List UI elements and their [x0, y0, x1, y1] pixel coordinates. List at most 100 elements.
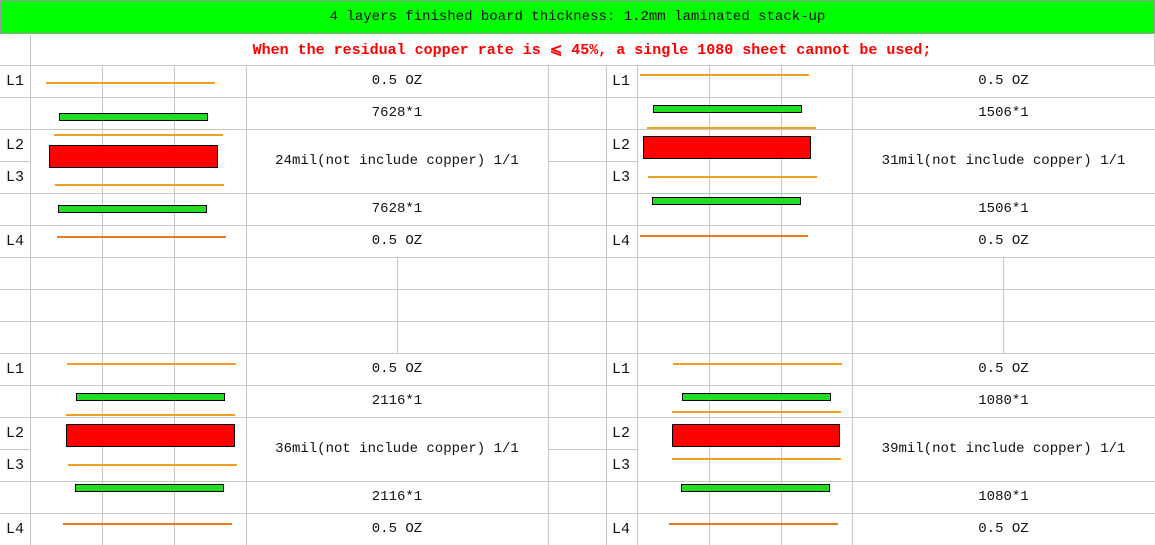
- empty-cell: [637, 321, 710, 354]
- drawing-cell: [174, 417, 247, 482]
- prepreg-bar: [652, 197, 801, 205]
- empty-cell: [548, 513, 607, 545]
- layer-label: L1: [606, 65, 638, 98]
- copper-layer-line: [640, 235, 808, 237]
- empty-cell: [102, 257, 175, 290]
- drawing-cell: [637, 481, 710, 514]
- warning-note: When the residual copper rate is ⩽ 45%, …: [30, 33, 1155, 66]
- empty-cell: [0, 321, 31, 354]
- drawing-cell: [30, 417, 103, 482]
- empty-cell: [548, 161, 607, 194]
- layer-label: L2: [606, 129, 638, 162]
- drawing-cell: [174, 65, 247, 98]
- empty-cell: [606, 257, 638, 290]
- empty-cell: [606, 481, 638, 514]
- drawing-cell: [174, 481, 247, 514]
- drawing-cell: [637, 97, 710, 130]
- copper-layer-line: [55, 184, 224, 186]
- drawing-cell: [174, 353, 247, 386]
- prepreg-bar: [59, 113, 208, 121]
- drawing-cell: [174, 513, 247, 545]
- core-thickness: 31mil(not include copper) 1/1: [852, 129, 1155, 194]
- empty-cell: [548, 353, 607, 386]
- empty-cell: [548, 289, 607, 322]
- drawing-cell: [709, 225, 782, 258]
- layer-label: L2: [0, 417, 31, 450]
- copper-layer-line: [57, 236, 226, 238]
- drawing-cell: [102, 353, 175, 386]
- empty-cell: [548, 225, 607, 258]
- empty-cell: [548, 385, 607, 418]
- empty-cell: [102, 321, 175, 354]
- drawing-cell: [709, 193, 782, 226]
- drawing-cell: [781, 65, 853, 98]
- empty-cell: [1003, 257, 1155, 290]
- copper-layer-line: [640, 74, 809, 76]
- empty-cell: [30, 321, 103, 354]
- copper-layer-line: [54, 134, 223, 136]
- prepreg-bar: [653, 105, 802, 113]
- empty-cell: [1003, 321, 1155, 354]
- drawing-cell: [30, 385, 103, 418]
- copper-layer-line: [68, 464, 237, 466]
- drawing-cell: [781, 513, 853, 545]
- layer-label: L2: [0, 129, 31, 162]
- copper-layer-line: [66, 414, 235, 416]
- drawing-cell: [637, 129, 710, 194]
- empty-cell: [852, 321, 1004, 354]
- copper-weight: 0.5 OZ: [852, 513, 1155, 545]
- drawing-cell: [781, 225, 853, 258]
- drawing-cell: [709, 481, 782, 514]
- drawing-cell: [709, 417, 782, 482]
- empty-cell: [709, 321, 782, 354]
- layer-label: L3: [606, 449, 638, 482]
- empty-cell: [246, 257, 398, 290]
- prepreg-bar: [682, 393, 831, 401]
- copper-weight: 0.5 OZ: [246, 65, 549, 98]
- empty-cell: [548, 129, 607, 162]
- drawing-cell: [781, 481, 853, 514]
- copper-layer-line: [648, 176, 817, 178]
- drawing-cell: [709, 129, 782, 194]
- empty-cell: [781, 321, 853, 354]
- empty-cell: [174, 289, 247, 322]
- drawing-cell: [781, 385, 853, 418]
- drawing-cell: [174, 129, 247, 194]
- core-thickness: 24mil(not include copper) 1/1: [246, 129, 549, 194]
- drawing-cell: [174, 193, 247, 226]
- sheet-title: 4 layers finished board thickness: 1.2mm…: [0, 0, 1155, 34]
- drawing-cell: [174, 385, 247, 418]
- core-block: [672, 424, 840, 447]
- drawing-cell: [102, 65, 175, 98]
- drawing-cell: [781, 353, 853, 386]
- core-block: [66, 424, 235, 447]
- prepreg-type: 1080*1: [852, 385, 1155, 418]
- prepreg-bar: [681, 484, 830, 492]
- prepreg-type: 7628*1: [246, 193, 549, 226]
- drawing-cell: [637, 193, 710, 226]
- copper-weight: 0.5 OZ: [852, 225, 1155, 258]
- copper-weight: 0.5 OZ: [852, 353, 1155, 386]
- copper-layer-line: [46, 82, 215, 84]
- copper-layer-line: [63, 523, 232, 525]
- empty-cell: [548, 449, 607, 482]
- empty-cell: [548, 97, 607, 130]
- layer-label: L4: [0, 513, 31, 545]
- empty-cell: [606, 97, 638, 130]
- prepreg-type: 1506*1: [852, 97, 1155, 130]
- empty-cell: [548, 193, 607, 226]
- layer-label: L1: [0, 353, 31, 386]
- drawing-cell: [102, 225, 175, 258]
- empty-cell: [548, 257, 607, 290]
- layer-label: L1: [606, 353, 638, 386]
- prepreg-type: 1080*1: [852, 481, 1155, 514]
- drawing-cell: [637, 225, 710, 258]
- empty-cell: [0, 33, 31, 66]
- layer-label: L4: [606, 513, 638, 545]
- prepreg-type: 2116*1: [246, 385, 549, 418]
- drawing-cell: [709, 513, 782, 545]
- empty-cell: [0, 257, 31, 290]
- layer-label: L4: [0, 225, 31, 258]
- empty-cell: [0, 385, 31, 418]
